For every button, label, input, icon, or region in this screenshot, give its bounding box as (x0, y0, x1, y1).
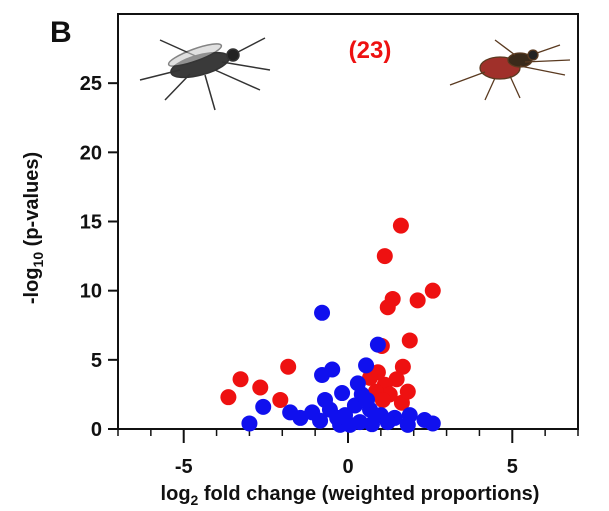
point (324, 362, 340, 378)
point (400, 384, 416, 400)
y-tick-label: 20 (80, 142, 102, 164)
point (380, 299, 396, 315)
point (410, 292, 426, 308)
point (255, 399, 271, 415)
point (241, 415, 257, 431)
x-axis-label: log2 fold change (weighted proportions) (161, 483, 540, 508)
point (375, 392, 391, 408)
y-label-sub: 10 (30, 252, 46, 268)
point (233, 371, 249, 387)
x-label-sub: 2 (191, 492, 199, 508)
point (358, 357, 374, 373)
x-label-prefix: log (161, 483, 191, 505)
y-tick-label: 10 (80, 281, 102, 303)
point (400, 417, 416, 433)
chart: B (23) log2 fold change (weighted propor… (0, 0, 609, 511)
point (334, 385, 350, 401)
point (329, 410, 345, 426)
point (402, 332, 418, 348)
y-tick-label: 5 (91, 350, 102, 372)
x-tick-label: 5 (507, 456, 518, 478)
y-tick-label: 25 (80, 73, 102, 95)
mosquito-right (450, 40, 570, 100)
point (220, 389, 236, 405)
y-label-prefix: -log (21, 267, 43, 304)
x-tick-label: -5 (175, 456, 193, 478)
point (377, 248, 393, 264)
y-label-suffix: (p-values) (21, 152, 43, 252)
point (252, 380, 268, 396)
y-tick-label: 0 (91, 419, 102, 441)
x-label-suffix: fold change (weighted proportions) (198, 483, 539, 505)
point (380, 414, 396, 430)
point (359, 392, 375, 408)
point (370, 337, 386, 353)
annotation: (23) (349, 37, 392, 64)
point (425, 415, 441, 431)
point (312, 413, 328, 429)
y-axis-label: -log10 (p-values) (21, 152, 46, 304)
point (314, 305, 330, 321)
point (272, 392, 288, 408)
point (350, 375, 366, 391)
mosquito-left (140, 38, 270, 110)
point (280, 359, 296, 375)
panel-label: B (50, 16, 72, 49)
point (393, 218, 409, 234)
point (425, 283, 441, 299)
x-tick-label: 0 (342, 456, 353, 478)
y-tick-label: 15 (80, 212, 102, 234)
point (364, 416, 380, 432)
